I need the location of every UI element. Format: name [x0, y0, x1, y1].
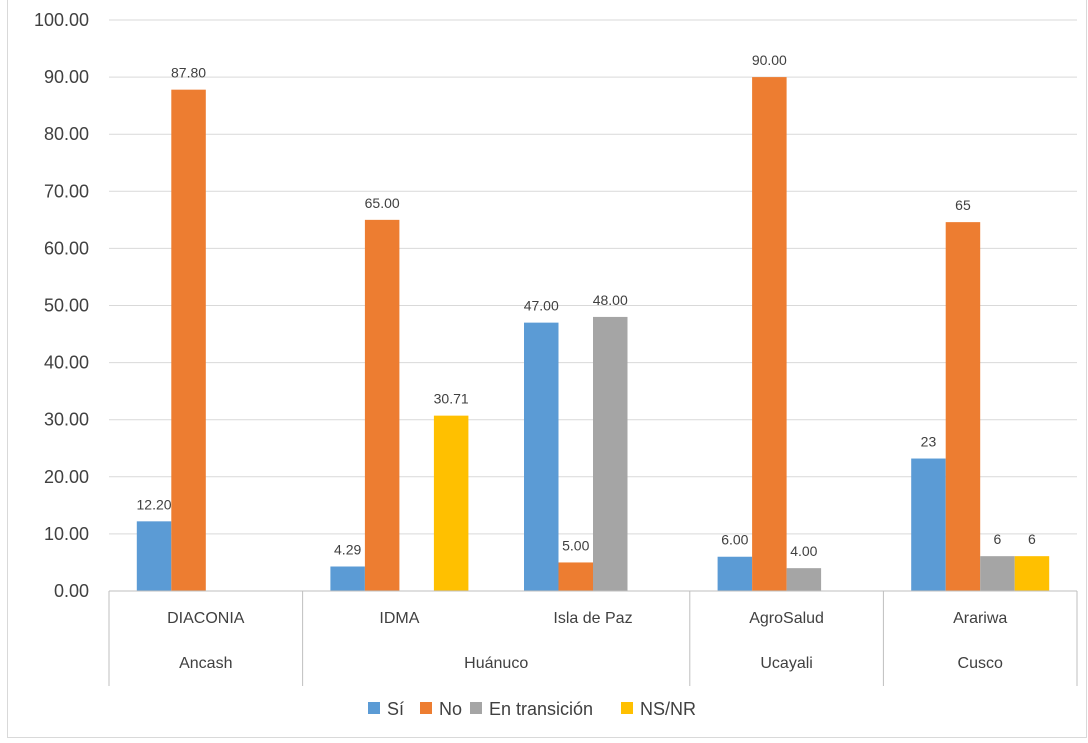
x-group-label: Ucayali [760, 655, 812, 672]
data-label: 30.71 [434, 391, 469, 407]
legend-label: En transición [489, 699, 593, 719]
y-tick-label: 50.00 [44, 296, 89, 316]
bar [980, 556, 1015, 591]
bar [752, 77, 787, 592]
x-group-label: Cusco [958, 655, 1003, 672]
data-label: 6.00 [721, 532, 748, 548]
y-tick-label: 20.00 [44, 467, 89, 487]
bar [1014, 556, 1050, 591]
data-label: 4.00 [790, 543, 817, 559]
legend-label: NS/NR [640, 699, 696, 719]
data-label: 87.80 [171, 65, 206, 81]
x-group-label: Ancash [179, 655, 232, 672]
y-tick-label: 40.00 [44, 353, 89, 373]
bar [717, 556, 753, 591]
bar [330, 566, 365, 591]
bar [593, 316, 628, 591]
bar [136, 521, 172, 591]
y-tick-label: 90.00 [44, 67, 89, 87]
x-category-label: Arariwa [953, 610, 1007, 627]
x-group-label: Huánuco [464, 655, 528, 672]
chart-frame: 0.00 10.00 20.00 30.00 40.00 50.00 60.00 70.00 8… [7, 0, 1087, 738]
y-tick-label: 80.00 [44, 124, 89, 144]
bar [911, 458, 946, 591]
legend-swatch [470, 702, 482, 714]
data-label: 4.29 [334, 542, 361, 558]
x-category-label: DIACONIA [167, 610, 245, 627]
legend-swatch [420, 702, 432, 714]
legend-swatch [621, 702, 633, 714]
x-category-label: AgroSalud [749, 610, 824, 627]
data-label: 48.00 [593, 292, 628, 308]
y-tick-label: 10.00 [44, 524, 89, 544]
data-label: 6 [994, 531, 1002, 547]
data-label: 90.00 [752, 52, 787, 68]
legend-swatch [368, 702, 380, 714]
data-label: 65 [955, 197, 971, 213]
bar-chart: 0.00 10.00 20.00 30.00 40.00 50.00 60.00 70.00 8… [34, 10, 1078, 719]
y-tick-label: 30.00 [44, 410, 89, 430]
x-category-label: IDMA [379, 610, 419, 627]
y-tick-label: 0.00 [54, 581, 89, 601]
data-label: 47.00 [524, 298, 559, 314]
bar [945, 222, 981, 591]
y-tick-label: 100.00 [34, 10, 89, 30]
data-label: 5.00 [562, 537, 589, 553]
data-label: 65.00 [365, 195, 400, 211]
bar [364, 219, 400, 591]
bar [524, 322, 559, 591]
legend-label: No [439, 699, 462, 719]
y-tick-label: 60.00 [44, 238, 89, 258]
data-label: 23 [921, 434, 937, 450]
bar [558, 562, 593, 591]
bar [433, 415, 469, 591]
y-tick-label: 70.00 [44, 181, 89, 201]
x-category-label: Isla de Paz [553, 610, 632, 627]
bar [171, 89, 206, 592]
data-label: 6 [1028, 531, 1036, 547]
legend-label: Sí [387, 699, 404, 719]
bar [786, 568, 822, 591]
data-label: 12.20 [137, 496, 172, 512]
